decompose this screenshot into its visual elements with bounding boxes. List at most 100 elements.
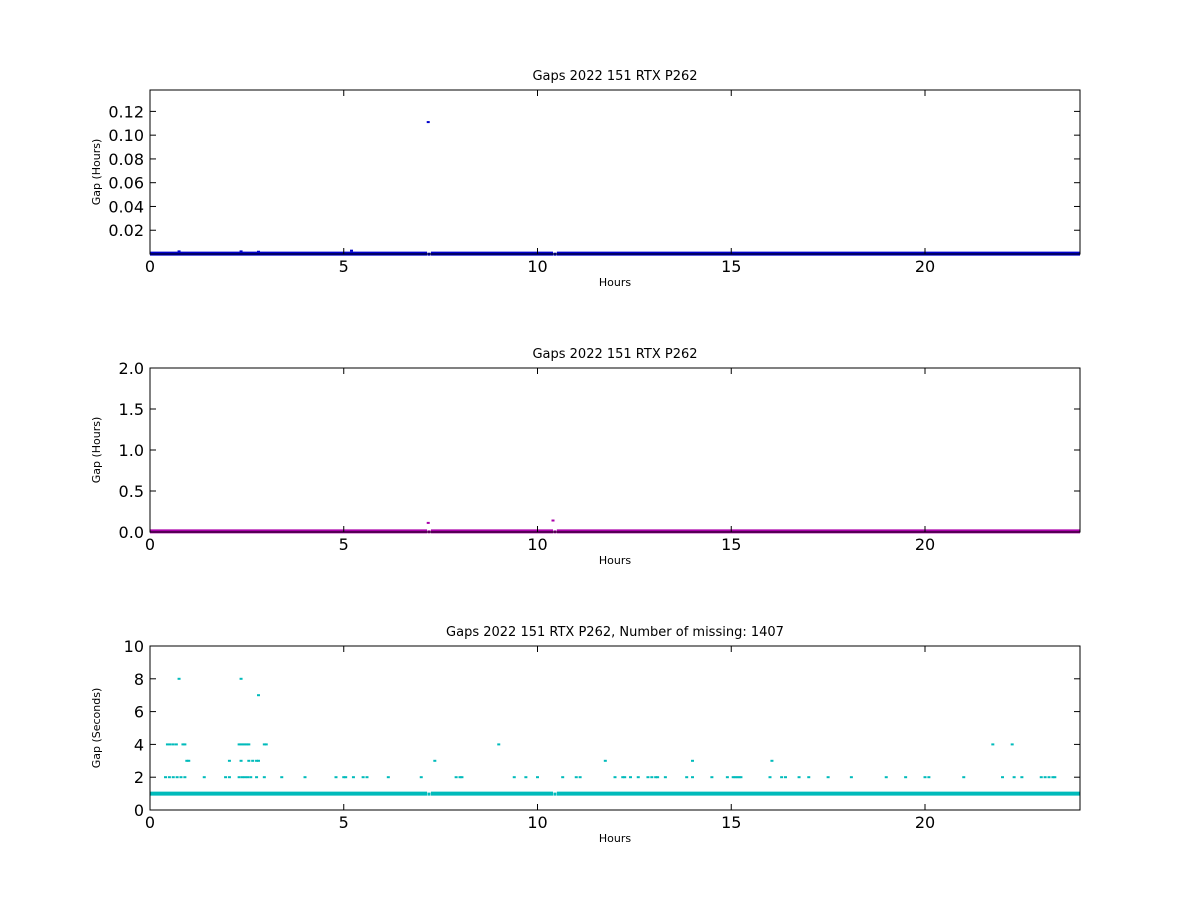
data-point (780, 776, 784, 779)
data-point (735, 776, 739, 779)
data-point (1039, 776, 1043, 779)
data-point (629, 776, 632, 779)
data-point (512, 776, 516, 779)
data-point (303, 776, 307, 779)
data-point (257, 759, 260, 762)
x-tick-label: 5 (339, 257, 349, 276)
data-point (826, 776, 830, 779)
data-point (262, 743, 266, 746)
data-point (1047, 776, 1051, 779)
data-point (685, 776, 689, 779)
data-point (179, 776, 183, 779)
data-point (255, 759, 259, 762)
data-point (737, 776, 741, 779)
data-point (239, 677, 243, 680)
data-point (578, 776, 582, 779)
data-point (962, 776, 966, 779)
data-point (237, 743, 241, 746)
x-tick-label: 20 (915, 813, 935, 832)
data-point (551, 519, 555, 522)
data-point (361, 776, 365, 779)
y-tick-label: 0.06 (108, 174, 144, 193)
data-point (426, 521, 430, 524)
plot-frame (149, 367, 1081, 533)
data-point (739, 776, 743, 779)
data-point (1043, 776, 1047, 779)
data-point (241, 743, 245, 746)
data-point (257, 250, 260, 253)
data-point (177, 677, 181, 680)
data-point (227, 776, 231, 779)
plot-frame (149, 645, 1081, 811)
data-point (725, 776, 729, 779)
x-tick-label: 20 (915, 257, 935, 276)
data-point (171, 776, 175, 779)
data-point (350, 249, 353, 252)
y-tick-label: 6 (134, 703, 144, 722)
x-axis-label: Hours (599, 276, 631, 289)
y-tick-label: 2 (134, 768, 144, 787)
data-point (536, 776, 539, 779)
data-point (227, 759, 231, 762)
data-point (636, 776, 640, 779)
data-point (991, 743, 995, 746)
data-point (183, 743, 187, 746)
x-tick-label: 20 (915, 535, 935, 554)
data-point (656, 776, 660, 779)
data-point (264, 743, 268, 746)
y-tick-label: 10 (124, 637, 144, 656)
y-tick-label: 2.0 (119, 359, 144, 378)
plot-frame (149, 89, 1081, 255)
x-tick-label: 15 (721, 535, 741, 554)
data-point (251, 759, 255, 762)
x-tick-label: 0 (145, 257, 155, 276)
y-tick-label: 0.10 (108, 126, 144, 145)
data-point (243, 776, 247, 779)
data-point (239, 759, 243, 762)
x-tick-label: 5 (339, 813, 349, 832)
chart-title: Gaps 2022 151 RTX P262, Number of missin… (446, 625, 784, 640)
data-point (603, 759, 607, 762)
y-axis-label: Gap (Hours) (90, 417, 103, 484)
x-tick-label: 5 (339, 535, 349, 554)
y-axis-label: Gap (Seconds) (90, 688, 103, 769)
data-point (733, 776, 737, 779)
data-point (561, 776, 565, 779)
data-point (245, 743, 249, 746)
x-tick-label: 0 (145, 813, 155, 832)
y-tick-label: 0.12 (108, 102, 144, 121)
data-point (904, 776, 908, 779)
data-point (884, 776, 888, 779)
data-point (344, 776, 348, 779)
data-point (239, 743, 243, 746)
data-point (1010, 743, 1014, 746)
data-point (784, 776, 787, 779)
y-tick-label: 1.0 (119, 441, 144, 460)
data-point (663, 776, 667, 779)
data-point (255, 776, 259, 779)
data-point (460, 776, 464, 779)
data-point (174, 743, 178, 746)
data-point (1001, 776, 1004, 779)
data-point (237, 776, 241, 779)
y-tick-label: 0.5 (119, 482, 144, 501)
y-tick-label: 0.0 (119, 523, 144, 542)
chart-title: Gaps 2022 151 RTX P262 (532, 347, 697, 362)
x-axis-label: Hours (599, 832, 631, 845)
data-point (553, 792, 557, 796)
data-point (187, 759, 191, 762)
data-point (365, 776, 369, 779)
data-point (807, 776, 811, 779)
data-point (351, 776, 355, 779)
data-point (458, 776, 462, 779)
data-point (1012, 776, 1016, 779)
x-tick-label: 0 (145, 535, 155, 554)
data-point (177, 250, 181, 253)
data-point (202, 776, 206, 779)
data-point (247, 743, 251, 746)
data-point (497, 743, 501, 746)
data-point (768, 776, 772, 779)
data-point (262, 776, 266, 779)
x-tick-label: 10 (527, 257, 547, 276)
